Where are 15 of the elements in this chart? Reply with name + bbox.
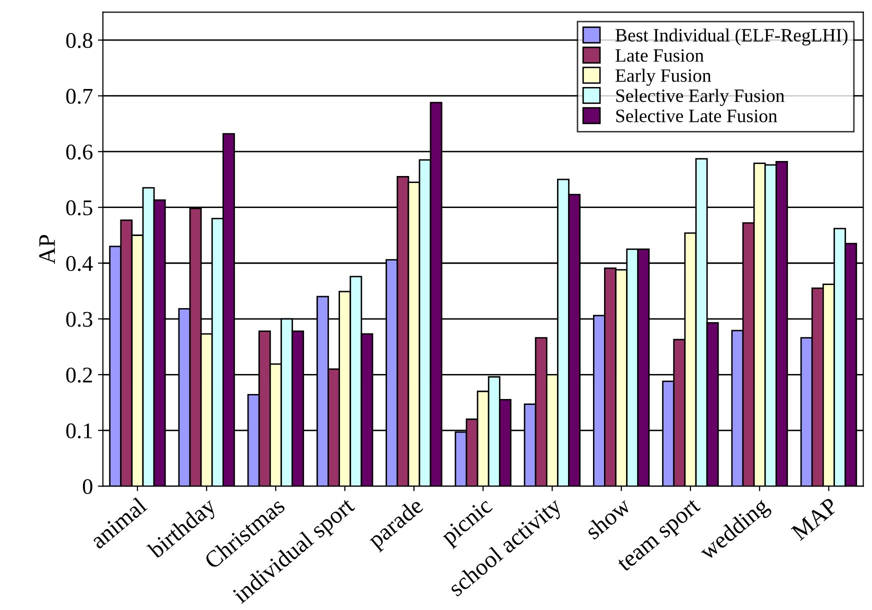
y-tick-label: 0 (82, 479, 92, 494)
y-tick-label: 0.7 (66, 88, 93, 104)
legend-label: Early Fusion (616, 68, 712, 86)
y-axis-title: AP (39, 235, 55, 264)
y-tick-label: 0.3 (66, 312, 92, 327)
legend-label: Selective Early Fusion (616, 88, 784, 106)
legend-label: Late Fusion (616, 49, 704, 62)
legend-label: Best Individual (ELF-RegLHI) (616, 28, 848, 46)
y-tick-label: 0.4 (66, 256, 93, 272)
y-tick-label: 0.8 (66, 33, 92, 48)
legend-label: Selective Late Fusion (616, 109, 778, 122)
y-tick-label: 0.2 (66, 368, 92, 383)
y-tick-label: 0.6 (66, 144, 93, 160)
y-tick-label: 0.1 (66, 423, 92, 438)
y-tick-label: 0.5 (66, 200, 92, 216)
